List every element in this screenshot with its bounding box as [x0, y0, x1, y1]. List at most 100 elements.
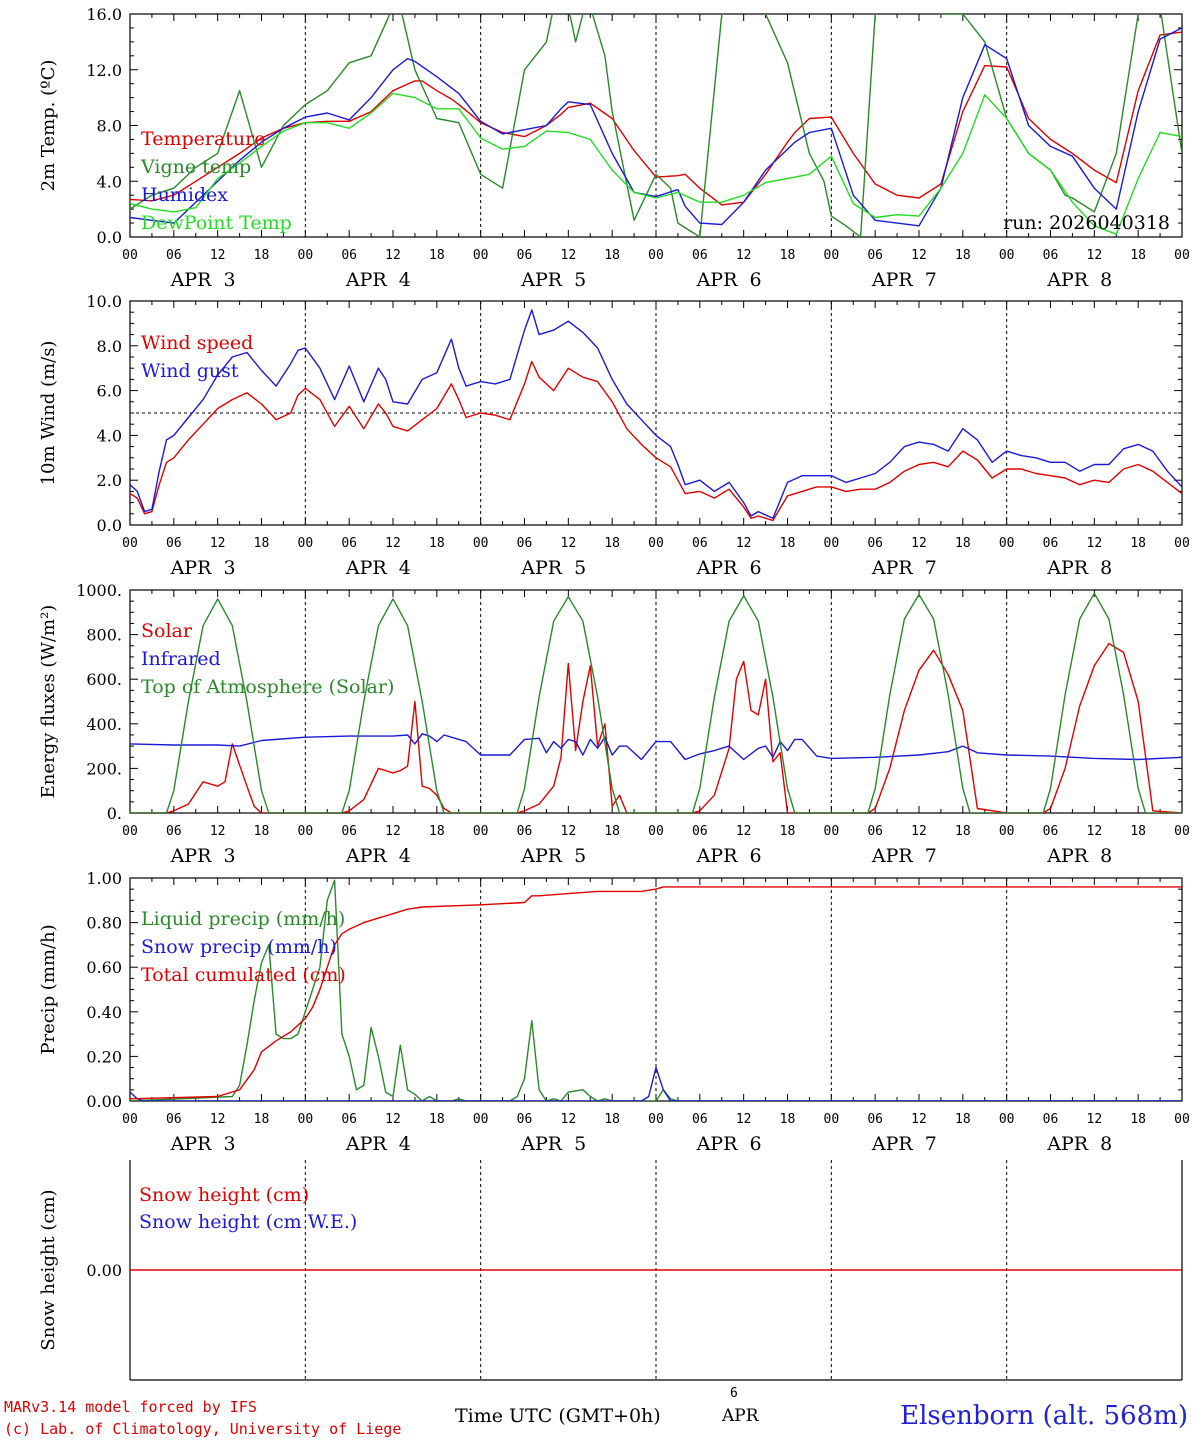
- x-tick-label: 12: [385, 824, 401, 839]
- day-label: APR 3: [170, 557, 236, 579]
- x-tick-label: 12: [561, 1112, 577, 1127]
- day-label: APR 6: [696, 845, 762, 867]
- x-tick-label: 00: [648, 248, 664, 263]
- panel-temp: 0.0 4.0 8.0 12.0 16.0 2m Temp. (ºC) 00 06 12 18 00…: [38, 5, 1190, 291]
- x-tick-label: 06: [1043, 1112, 1059, 1127]
- x-tick-label: 00: [824, 248, 840, 263]
- middle-month-label: APR: [722, 1406, 759, 1426]
- x-tick-label: 18: [955, 824, 971, 839]
- day-label: APR 3: [170, 269, 236, 291]
- x-tick-label: 18: [254, 824, 270, 839]
- x-tick-label: 18: [1130, 248, 1146, 263]
- panel-wind: 0.0 2.0 4.0 6.0 8.0 10.0 10m Wind (m/s) 00 06 12 1…: [38, 292, 1190, 579]
- x-tick-label: 00: [1174, 248, 1190, 263]
- x-tick-label: 00: [999, 824, 1015, 839]
- series-group: [130, 309, 1182, 522]
- x-tick-label: 12: [210, 824, 226, 839]
- x-tick-label: 12: [561, 536, 577, 551]
- legend-entry: Vigne temp: [140, 156, 251, 178]
- y-tick-label: 4.0: [97, 172, 122, 191]
- y-tick-label: 8.0: [97, 337, 122, 356]
- day-label: APR 3: [170, 845, 236, 867]
- y-tick-label: 1000.: [76, 581, 122, 600]
- day-label: APR 6: [696, 269, 762, 291]
- x-tick-label: 18: [604, 248, 620, 263]
- day-label: APR 6: [696, 1133, 762, 1155]
- x-tick-label: 06: [166, 824, 182, 839]
- x-tick-label: 00: [473, 248, 489, 263]
- x-tick-label: 12: [385, 1112, 401, 1127]
- day-label: APR 4: [345, 269, 411, 291]
- x-tick-label: 18: [955, 536, 971, 551]
- day-label: APR 7: [871, 269, 937, 291]
- x-tick-label: 06: [867, 248, 883, 263]
- x-tick-label: 12: [210, 1112, 226, 1127]
- x-tick-label: 12: [210, 248, 226, 263]
- x-tick-label: 18: [780, 536, 796, 551]
- x-tick-label: 00: [122, 248, 138, 263]
- x-tick-label: 00: [648, 536, 664, 551]
- x-tick-label: 06: [692, 536, 708, 551]
- x-tick-label: 18: [429, 1112, 445, 1127]
- y-tick-label: 800.: [86, 626, 122, 645]
- x-tick-label: 00: [473, 536, 489, 551]
- legend-entry: Snow height (cm W.E.): [139, 1211, 357, 1233]
- x-tick-label: 12: [385, 248, 401, 263]
- legend-entry: Top of Atmosphere (Solar): [141, 676, 394, 698]
- x-tick-label: 06: [867, 824, 883, 839]
- x-tick-label: 06: [1043, 824, 1059, 839]
- x-tick-label: 00: [999, 536, 1015, 551]
- x-tick-label: 06: [692, 824, 708, 839]
- run-annotation: run: 2026040318: [1003, 212, 1170, 234]
- x-tick-label: 00: [1174, 536, 1190, 551]
- time-axis-label: Time UTC (GMT+0h): [455, 1405, 661, 1427]
- x-tick-label: 06: [867, 536, 883, 551]
- y-tick-label: 6.0: [97, 382, 122, 401]
- y-axis-label: Precip (mm/h): [38, 924, 59, 1054]
- x-tick-label: 06: [867, 1112, 883, 1127]
- day-label: APR 7: [871, 845, 937, 867]
- day-label: APR 7: [871, 1133, 937, 1155]
- x-tick-label: 06: [517, 824, 533, 839]
- x-tick-label: 06: [166, 1112, 182, 1127]
- x-tick-label: 12: [1087, 536, 1103, 551]
- x-tick-label: 12: [911, 1112, 927, 1127]
- y-tick-label: 12.0: [86, 61, 122, 80]
- y-axis-label: 10m Wind (m/s): [38, 341, 59, 486]
- x-tick-label: 12: [736, 536, 752, 551]
- series-group: [130, 879, 1182, 1101]
- x-tick-label: 00: [298, 248, 314, 263]
- x-tick-label: 06: [517, 248, 533, 263]
- x-tick-label: 06: [341, 248, 357, 263]
- y-tick-label: 0.40: [86, 1003, 122, 1022]
- y-tick-label: 0.00: [86, 1092, 122, 1111]
- x-tick-label: 18: [429, 536, 445, 551]
- x-tick-label: 18: [429, 824, 445, 839]
- x-tick-label: 18: [780, 248, 796, 263]
- x-tick-label: 06: [1043, 248, 1059, 263]
- day-label: APR 8: [1046, 557, 1112, 579]
- x-tick-label: 06: [341, 1112, 357, 1127]
- x-tick-label: 18: [254, 536, 270, 551]
- day-label: APR 3: [170, 1133, 236, 1155]
- x-tick-label: 00: [648, 1112, 664, 1127]
- legend-entry: Temperature: [141, 128, 265, 150]
- series-humidex: [130, 27, 1182, 227]
- x-tick-label: 18: [955, 248, 971, 263]
- x-tick-label: 18: [604, 536, 620, 551]
- x-tick-label: 06: [166, 248, 182, 263]
- y-tick-label: 600.: [86, 670, 122, 689]
- legend-entry: Solar: [141, 620, 193, 642]
- x-tick-label: 18: [1130, 824, 1146, 839]
- legend-entry: Total cumulated (cm): [141, 964, 346, 986]
- series-infrared: [130, 733, 1182, 761]
- x-tick-label: 18: [1130, 1112, 1146, 1127]
- day-label: APR 5: [520, 845, 586, 867]
- x-tick-label: 18: [1130, 536, 1146, 551]
- legend-entry: Wind gust: [141, 360, 239, 382]
- x-tick-label: 00: [824, 536, 840, 551]
- x-tick-label: 12: [911, 824, 927, 839]
- model-credit: MARv3.14 model forced by IFS: [4, 1398, 257, 1416]
- x-tick-label: 12: [1087, 1112, 1103, 1127]
